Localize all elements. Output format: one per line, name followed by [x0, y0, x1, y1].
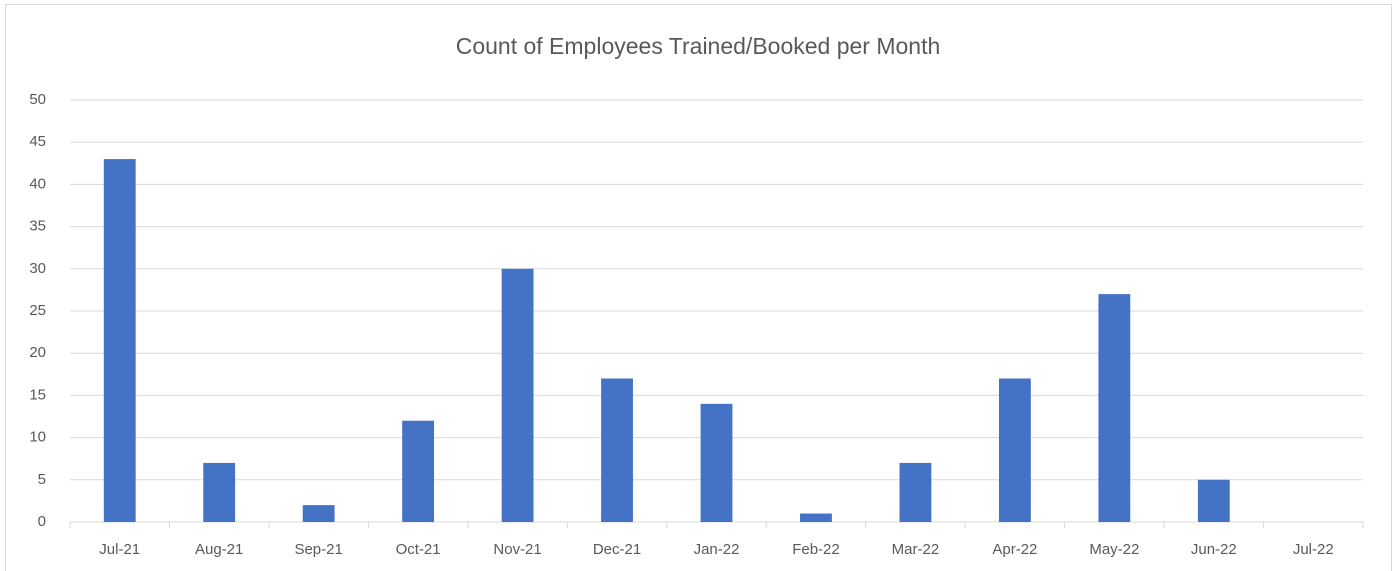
bar	[302, 505, 335, 522]
y-tick-label: 5	[38, 471, 46, 488]
y-tick-label: 45	[29, 133, 46, 150]
chart-title: Count of Employees Trained/Booked per Mo…	[456, 33, 941, 59]
x-tick-label: Nov-21	[493, 541, 541, 558]
x-tick-label: Feb-22	[792, 541, 840, 558]
bar	[402, 420, 435, 522]
bar	[1197, 479, 1230, 522]
y-tick-label: 30	[29, 260, 46, 277]
x-tick-label: Jan-22	[694, 541, 740, 558]
x-tick-label: Oct-21	[396, 541, 441, 558]
y-tick-label: 35	[29, 218, 46, 235]
x-tick-label: Jul-22	[1293, 541, 1334, 558]
x-tick-label: Dec-21	[593, 541, 641, 558]
x-tick-label: Aug-21	[195, 541, 243, 558]
x-tick-label: Jul-21	[99, 541, 140, 558]
y-tick-label: 0	[38, 513, 46, 530]
y-tick-label: 25	[29, 302, 46, 319]
bar	[601, 378, 633, 522]
bar	[800, 513, 832, 522]
y-tick-label: 50	[29, 91, 46, 108]
bar	[700, 403, 733, 522]
bar	[203, 462, 236, 522]
y-tick-label: 40	[29, 175, 46, 192]
x-tick-label: Jun-22	[1191, 541, 1237, 558]
bar	[899, 462, 932, 522]
x-tick-label: May-22	[1089, 541, 1139, 558]
y-tick-label: 15	[29, 386, 46, 403]
bar	[998, 378, 1031, 522]
bar	[1098, 294, 1131, 522]
x-tick-label: Apr-22	[992, 541, 1037, 558]
x-tick-label: Mar-22	[892, 541, 940, 558]
chart-border	[5, 4, 1392, 571]
y-tick-label: 20	[29, 344, 46, 361]
bar	[103, 159, 136, 522]
y-tick-label: 10	[29, 429, 46, 446]
x-tick-label: Sep-21	[294, 541, 342, 558]
bar	[501, 268, 534, 522]
